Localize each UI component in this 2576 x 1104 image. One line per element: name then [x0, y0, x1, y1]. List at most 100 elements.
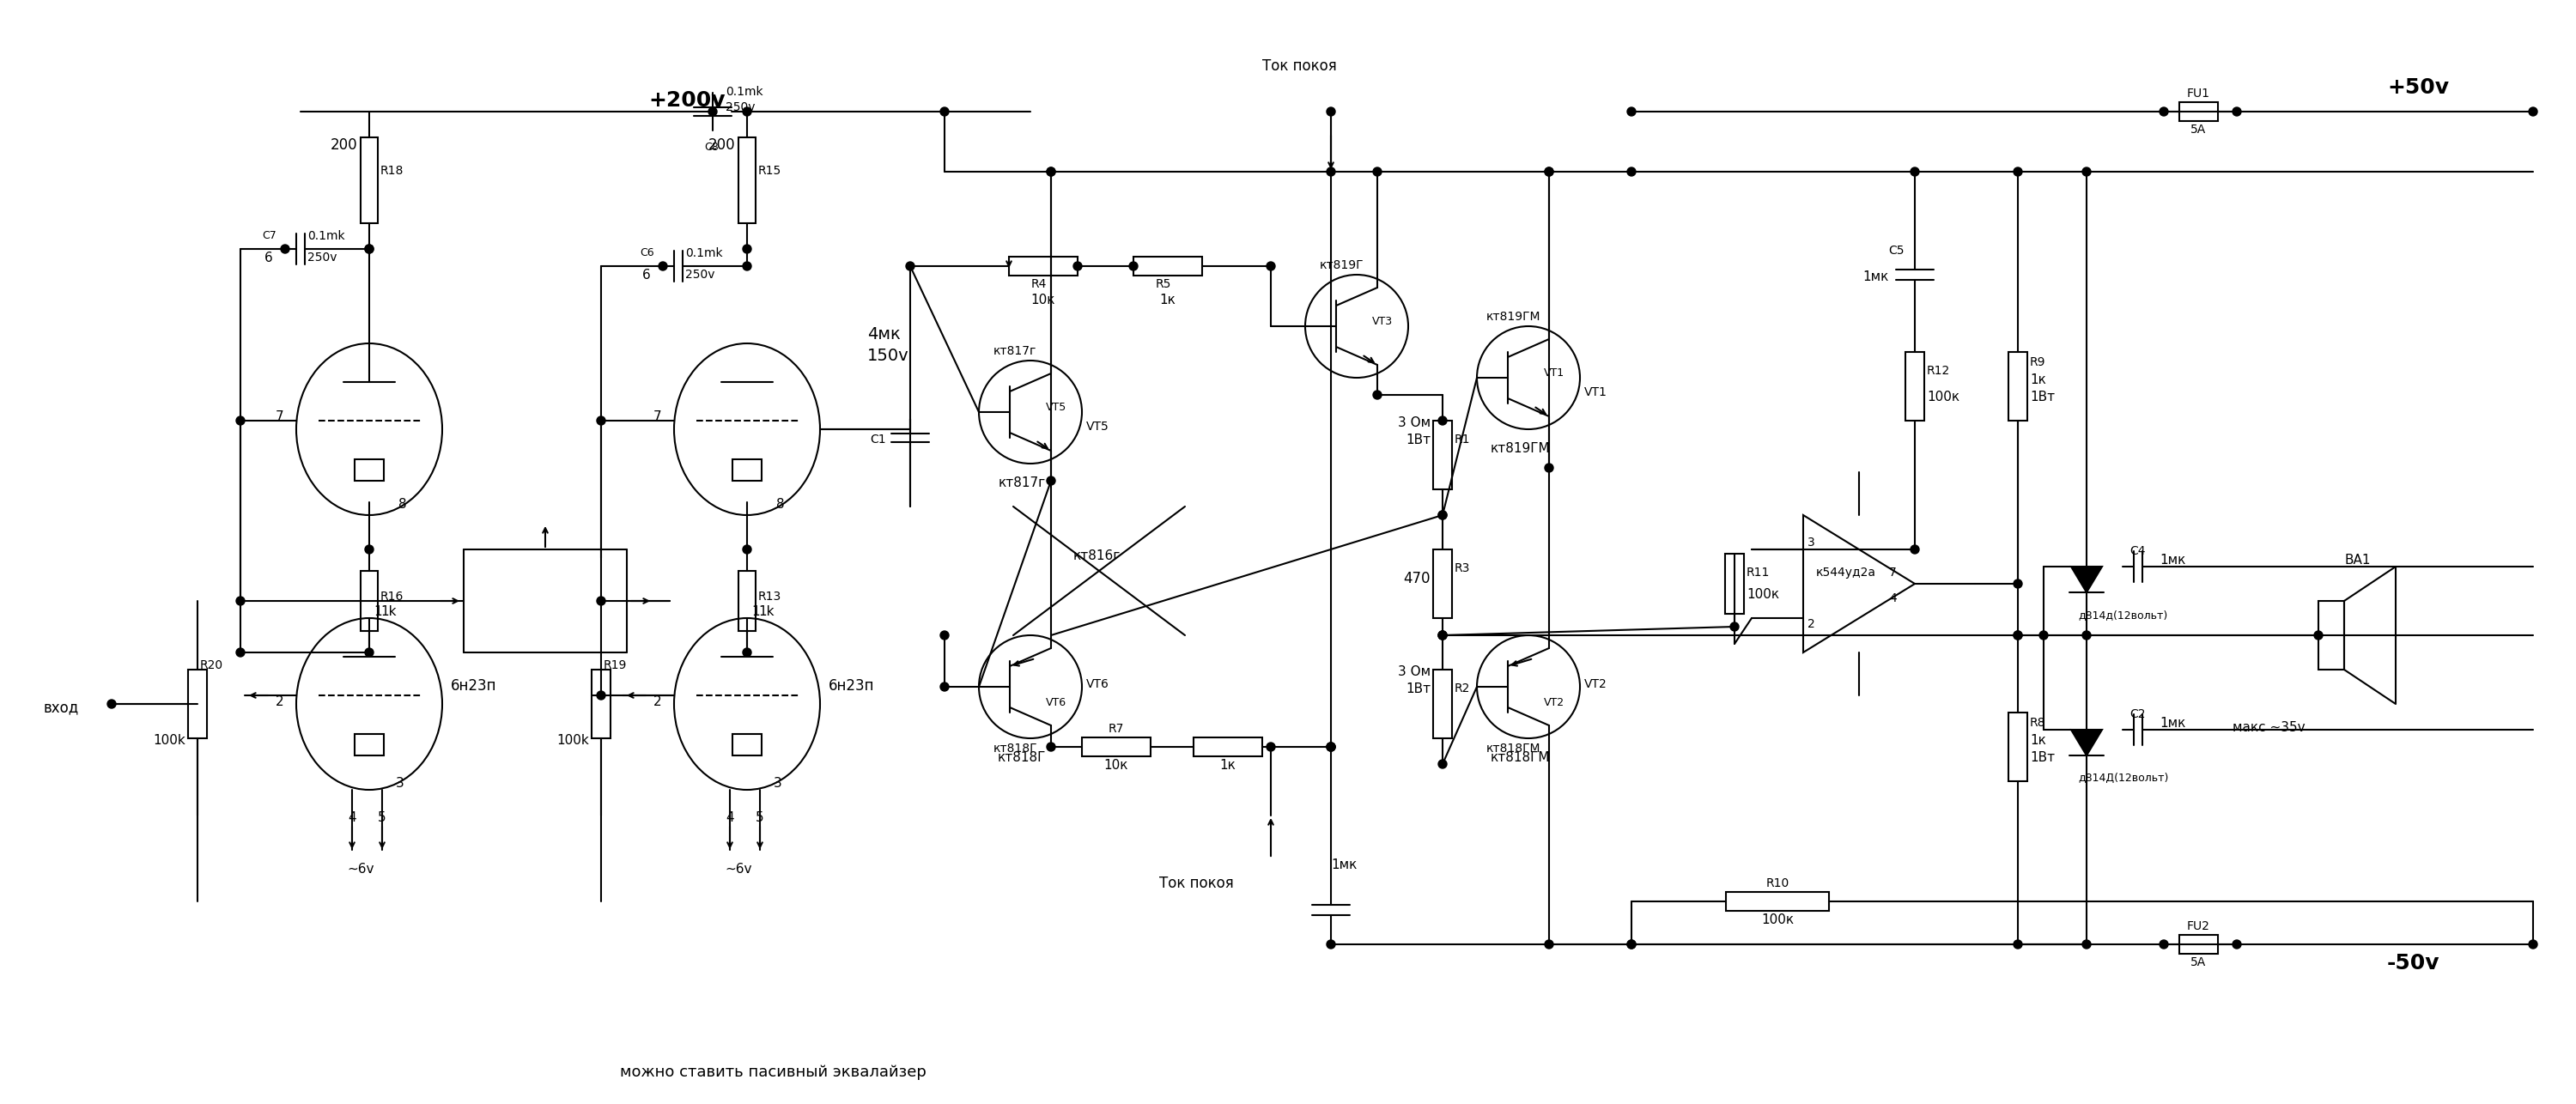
Text: R16: R16 [381, 591, 404, 603]
Circle shape [1046, 168, 1056, 176]
Text: 3 Ом: 3 Ом [1399, 666, 1430, 678]
Text: VT6: VT6 [1046, 697, 1066, 709]
Text: R4: R4 [1030, 278, 1046, 290]
Text: 1Вт: 1Вт [2030, 751, 2056, 764]
Text: BA1: BA1 [2344, 554, 2370, 566]
Circle shape [366, 245, 374, 253]
Circle shape [1546, 940, 1553, 948]
Circle shape [2040, 631, 2048, 639]
Circle shape [1437, 760, 1448, 768]
Circle shape [2014, 940, 2022, 948]
Text: 8: 8 [399, 498, 407, 511]
Text: можно ставить пасивный эквалайзер: можно ставить пасивный эквалайзер [621, 1064, 925, 1080]
Circle shape [237, 596, 245, 605]
Circle shape [1628, 168, 1636, 176]
Text: 100к: 100к [1762, 913, 1793, 926]
Text: 200: 200 [708, 137, 734, 152]
Text: R20: R20 [201, 659, 224, 671]
Text: 0.1mk: 0.1mk [726, 86, 762, 98]
Text: кт817г: кт817г [994, 346, 1036, 357]
Text: д814Д(12вольт): д814Д(12вольт) [2079, 773, 2169, 784]
Bar [2179, 103, 2218, 121]
Text: VT6: VT6 [1087, 678, 1110, 690]
Circle shape [1128, 262, 1139, 270]
Circle shape [1437, 631, 1448, 639]
Text: 10к: 10к [1105, 758, 1128, 772]
Circle shape [598, 416, 605, 425]
Text: 3 Ом: 3 Ом [1399, 416, 1430, 429]
Circle shape [2159, 107, 2169, 116]
Text: 1k: 1k [381, 605, 397, 618]
Circle shape [1327, 743, 1334, 751]
Circle shape [742, 648, 752, 657]
Circle shape [1373, 168, 1381, 176]
Text: C2: C2 [2130, 709, 2146, 720]
Text: 470: 470 [1404, 571, 1430, 586]
Circle shape [1546, 168, 1553, 176]
Text: 4: 4 [1888, 593, 1896, 604]
Circle shape [1731, 623, 1739, 631]
Bar [739, 137, 755, 223]
Circle shape [366, 648, 374, 657]
Circle shape [907, 262, 914, 270]
Bar [732, 459, 762, 480]
Circle shape [708, 107, 716, 116]
Text: 1мк: 1мк [2159, 716, 2184, 730]
Circle shape [1046, 168, 1056, 176]
Bar [1133, 257, 1203, 276]
Text: 200: 200 [330, 137, 358, 152]
Text: 1k: 1k [757, 605, 773, 618]
Text: 3: 3 [773, 777, 781, 789]
Circle shape [1546, 168, 1553, 176]
Bar [1726, 892, 1829, 911]
Text: FU1: FU1 [2187, 87, 2210, 99]
Circle shape [2014, 580, 2022, 588]
Bar [739, 571, 755, 631]
Text: 100к: 100к [1927, 391, 1960, 403]
Text: 100к: 100к [1747, 588, 1780, 601]
Circle shape [742, 245, 752, 253]
Circle shape [1628, 940, 1636, 948]
Text: 6: 6 [641, 268, 652, 282]
Text: 250v: 250v [726, 102, 755, 114]
Text: 6н23п: 6н23п [829, 678, 873, 693]
Circle shape [2159, 940, 2169, 948]
Text: R3: R3 [1455, 562, 1471, 574]
Text: 4мк: 4мк [868, 326, 902, 342]
Bar [1906, 352, 1924, 421]
Circle shape [237, 416, 245, 425]
Text: 250v: 250v [685, 268, 714, 280]
Text: +200v: +200v [649, 91, 726, 110]
Text: 100k: 100k [152, 734, 185, 747]
Text: 7: 7 [276, 411, 283, 423]
Text: VT2: VT2 [1584, 678, 1607, 690]
Circle shape [2014, 631, 2022, 639]
Text: 1мк: 1мк [1862, 270, 1888, 284]
Circle shape [237, 648, 245, 657]
Text: VT2: VT2 [1543, 697, 1564, 709]
Text: 8: 8 [775, 498, 786, 511]
Bar [1082, 737, 1151, 756]
Circle shape [2081, 168, 2092, 176]
Text: 1мк: 1мк [2159, 554, 2184, 566]
Text: R5: R5 [1157, 278, 1172, 290]
Circle shape [1628, 940, 1636, 948]
Text: 100k: 100k [556, 734, 590, 747]
Text: 5: 5 [755, 811, 765, 825]
Circle shape [1437, 416, 1448, 425]
Text: +50v: +50v [2388, 77, 2450, 98]
Text: R13: R13 [757, 591, 781, 603]
Circle shape [1046, 477, 1056, 485]
Circle shape [366, 245, 374, 253]
Text: 5А: 5А [2190, 124, 2205, 136]
Bar [1193, 737, 1262, 756]
Circle shape [1267, 743, 1275, 751]
Text: кт817г: кт817г [997, 477, 1046, 489]
Circle shape [1327, 107, 1334, 116]
Circle shape [2233, 107, 2241, 116]
Text: 7: 7 [652, 411, 662, 423]
Text: к544уд2а: к544уд2а [1816, 566, 1875, 578]
Text: VT3: VT3 [1373, 316, 1394, 327]
Text: макс ~35v: макс ~35v [2233, 721, 2306, 734]
Text: ~6v: ~6v [348, 862, 374, 875]
